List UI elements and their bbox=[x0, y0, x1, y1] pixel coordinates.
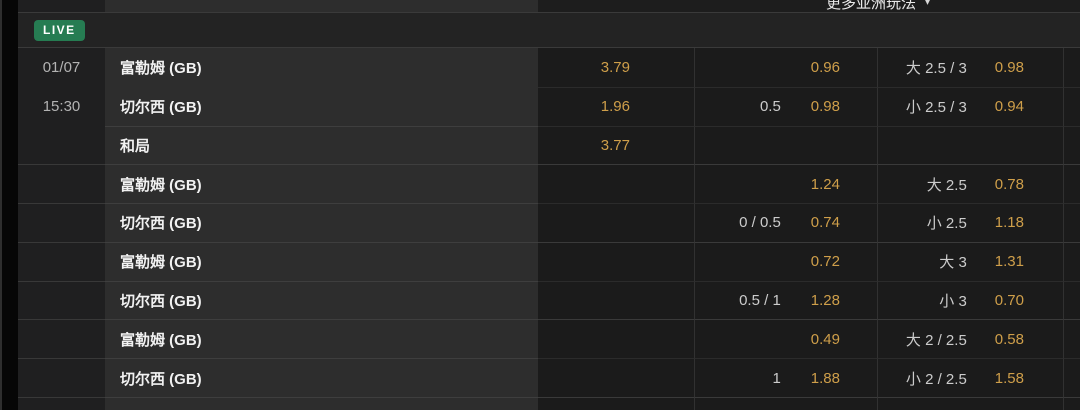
odds-cell-empty bbox=[538, 396, 694, 410]
live-status-row: LIVE bbox=[18, 13, 1080, 48]
event-date-cell-empty bbox=[18, 396, 105, 410]
event-date-cell-empty bbox=[18, 203, 105, 242]
odds-cell-1x2[interactable]: 3.77 bbox=[538, 125, 694, 165]
team-cell-empty bbox=[105, 396, 538, 410]
next-column-sliver bbox=[1063, 125, 1080, 165]
team-cell: 富勒姆 (GB) bbox=[105, 319, 538, 359]
table-row: 切尔西 (GB) 0.5 / 1 1.28 小 3 0.70 bbox=[18, 280, 1080, 320]
team-cell: 切尔西 (GB) bbox=[105, 358, 538, 397]
table-row: 切尔西 (GB) 0 / 0.5 0.74 小 2.5 1.18 bbox=[18, 203, 1080, 242]
next-column-sliver bbox=[1063, 280, 1080, 320]
team-cell: 富勒姆 (GB) bbox=[105, 164, 538, 204]
header-date-stub bbox=[18, 0, 105, 12]
odds-cell-1x2[interactable]: 1.96 bbox=[538, 86, 694, 126]
team-cell: 富勒姆 (GB) bbox=[105, 241, 538, 281]
odds-cell-over-under[interactable]: 大 2.5 / 3 0.98 bbox=[877, 48, 1063, 87]
odds-cell-1x2-empty bbox=[538, 203, 694, 242]
odds-cell-over-under[interactable]: 小 2 / 2.5 1.58 bbox=[877, 358, 1063, 397]
more-asian-markets-dropdown[interactable]: 更多亚洲玩法 ▾ bbox=[826, 0, 930, 12]
odds-cell-handicap[interactable]: 0.72 bbox=[694, 241, 877, 281]
odds-cell-handicap[interactable]: 0.5 / 1 1.28 bbox=[694, 280, 877, 320]
odds-cell-handicap[interactable]: 1 1.88 bbox=[694, 358, 877, 397]
team-cell: 切尔西 (GB) bbox=[105, 86, 538, 126]
event-date-cell-empty bbox=[18, 358, 105, 397]
event-date-cell-empty bbox=[18, 319, 105, 359]
chevron-down-icon: ▾ bbox=[925, 0, 931, 8]
header-team-stub bbox=[105, 0, 538, 12]
odds-cell-1x2-empty bbox=[538, 358, 694, 397]
next-column-sliver bbox=[1063, 86, 1080, 126]
odds-cell-over-under[interactable]: 小 2.5 / 3 0.94 bbox=[877, 86, 1063, 126]
odds-cell-over-under[interactable]: 小 3 0.70 bbox=[877, 280, 1063, 320]
header-odds-stub: 更多亚洲玩法 ▾ bbox=[538, 0, 1080, 12]
table-row: 01/07 富勒姆 (GB) 3.79 0.96 大 2.5 / 3 0.98 bbox=[18, 48, 1080, 87]
next-column-sliver bbox=[1063, 48, 1080, 87]
left-rail bbox=[0, 0, 18, 410]
odds-cell-handicap[interactable]: 0.49 bbox=[694, 319, 877, 359]
odds-panel: 更多亚洲玩法 ▾ LIVE 01/07 富勒姆 (GB) 3.79 0.96 大… bbox=[18, 0, 1080, 410]
odds-cell-over-under[interactable]: 小 2.5 1.18 bbox=[877, 203, 1063, 242]
next-column-sliver bbox=[1063, 396, 1080, 410]
next-column-sliver bbox=[1063, 203, 1080, 242]
event-date: 01/07 bbox=[18, 48, 105, 87]
odds-cell-handicap-empty bbox=[694, 125, 877, 165]
draw-label: 和局 bbox=[120, 137, 151, 155]
team-name: 切尔西 (GB) bbox=[120, 215, 202, 233]
next-column-sliver bbox=[1063, 164, 1080, 204]
left-edge-divider bbox=[0, 0, 2, 410]
odds-cell-handicap[interactable]: 0.5 0.98 bbox=[694, 86, 877, 126]
team-name: 切尔西 (GB) bbox=[120, 98, 202, 116]
table-row: 富勒姆 (GB) 1.24 大 2.5 0.78 bbox=[18, 164, 1080, 204]
next-column-sliver bbox=[1063, 241, 1080, 281]
odds-cell-1x2[interactable]: 3.79 bbox=[538, 48, 694, 87]
team-cell: 切尔西 (GB) bbox=[105, 203, 538, 242]
event-date-cell-empty bbox=[18, 241, 105, 281]
team-cell: 切尔西 (GB) bbox=[105, 280, 538, 320]
odds-cell-handicap[interactable]: 0 / 0.5 0.74 bbox=[694, 203, 877, 242]
table-row: 富勒姆 (GB) 0.49 大 2 / 2.5 0.58 bbox=[18, 319, 1080, 359]
odds-cell-1x2-empty bbox=[538, 241, 694, 281]
team-name: 富勒姆 (GB) bbox=[120, 59, 202, 77]
odds-cell-1x2-empty bbox=[538, 280, 694, 320]
next-column-sliver bbox=[1063, 358, 1080, 397]
odds-cell-over-under[interactable]: 大 3 1.31 bbox=[877, 241, 1063, 281]
team-cell: 和局 bbox=[105, 125, 538, 165]
table-row: 切尔西 (GB) 1 1.88 小 2 / 2.5 1.58 bbox=[18, 358, 1080, 397]
event-date-cell-empty bbox=[18, 164, 105, 204]
more-asian-markets-label: 更多亚洲玩法 bbox=[826, 0, 917, 12]
live-badge: LIVE bbox=[34, 19, 85, 41]
table-row: 15:30 切尔西 (GB) 1.96 0.5 0.98 小 2.5 / 3 0.9… bbox=[18, 86, 1080, 126]
table-row-cutoff bbox=[18, 396, 1080, 410]
odds-cell-over-under[interactable]: 大 2 / 2.5 0.58 bbox=[877, 319, 1063, 359]
odds-cell-empty bbox=[877, 396, 1063, 410]
odds-cell-handicap[interactable]: 0.96 bbox=[694, 48, 877, 87]
next-column-sliver bbox=[1063, 319, 1080, 359]
odds-cell-over-under-empty bbox=[877, 125, 1063, 165]
odds-cell-over-under[interactable]: 大 2.5 0.78 bbox=[877, 164, 1063, 204]
odds-table: 01/07 富勒姆 (GB) 3.79 0.96 大 2.5 / 3 0.98 1… bbox=[18, 48, 1080, 410]
team-name: 富勒姆 (GB) bbox=[120, 176, 202, 194]
odds-cell-1x2-empty bbox=[538, 319, 694, 359]
table-row: 富勒姆 (GB) 0.72 大 3 1.31 bbox=[18, 241, 1080, 281]
odds-cell-handicap[interactable]: 1.24 bbox=[694, 164, 877, 204]
cutoff-header-strip: 更多亚洲玩法 ▾ bbox=[18, 0, 1080, 13]
team-name: 富勒姆 (GB) bbox=[120, 331, 202, 349]
event-date-cell-empty bbox=[18, 125, 105, 165]
event-date-cell-empty bbox=[18, 280, 105, 320]
odds-cell-empty bbox=[694, 396, 877, 410]
table-row: 和局 3.77 bbox=[18, 125, 1080, 165]
event-time: 15:30 bbox=[18, 86, 105, 126]
team-name: 富勒姆 (GB) bbox=[120, 254, 202, 272]
team-name: 切尔西 (GB) bbox=[120, 370, 202, 388]
team-cell: 富勒姆 (GB) bbox=[105, 48, 538, 87]
odds-cell-1x2-empty bbox=[538, 164, 694, 204]
team-name: 切尔西 (GB) bbox=[120, 292, 202, 310]
